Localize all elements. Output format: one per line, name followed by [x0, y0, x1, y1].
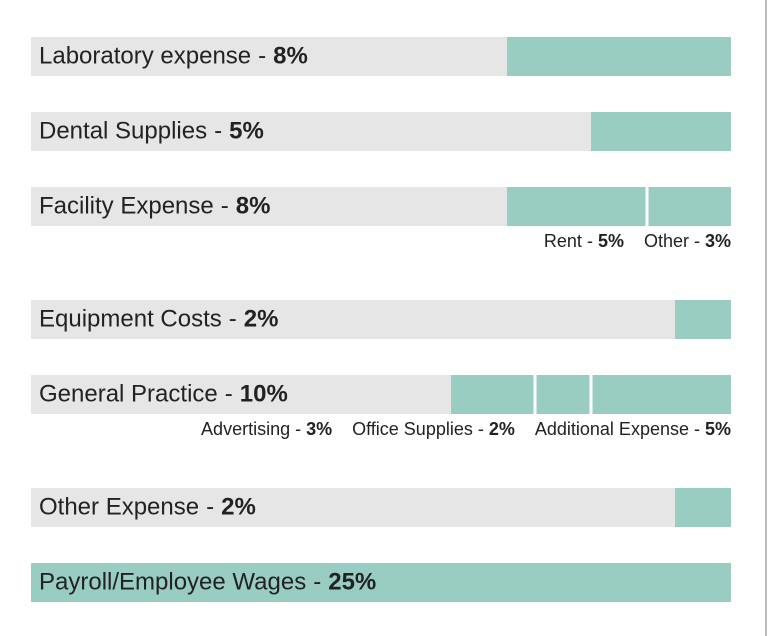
segment-value-label: 3%	[306, 419, 332, 439]
category-name: General Practice	[39, 381, 218, 408]
value-label: 8%	[236, 193, 271, 220]
segment-value-label: 5%	[705, 419, 731, 439]
value-label: 2%	[221, 494, 256, 521]
bar	[507, 37, 731, 76]
category-name: Laboratory expense	[39, 43, 251, 70]
bar	[31, 563, 731, 602]
bar-segment	[451, 375, 535, 414]
category-name: Dental Supplies	[39, 118, 207, 145]
bar-label: Facility Expense -8%	[39, 193, 270, 220]
bar-label: Other Expense -2%	[39, 494, 256, 521]
bar-label: Laboratory expense -8%	[39, 43, 308, 70]
value-label: 8%	[273, 43, 308, 70]
bar	[675, 488, 731, 527]
bar-segment	[507, 187, 647, 226]
segment-name: Advertising	[201, 419, 290, 439]
bar-label: Dental Supplies -5%	[39, 118, 264, 145]
value-label: 25%	[328, 569, 376, 596]
value-label: 10%	[240, 381, 288, 408]
bar-track	[31, 300, 731, 339]
segment-name: Additional Expense	[535, 419, 689, 439]
segment-value-label: 2%	[489, 419, 515, 439]
separator: -	[229, 306, 237, 333]
segment-value-label: 5%	[598, 231, 624, 251]
bar-segment	[591, 375, 731, 414]
bar	[675, 300, 731, 339]
category-name: Payroll/Employee Wages	[39, 569, 306, 596]
segment-name: Office Supplies	[352, 419, 473, 439]
bar-label: General Practice -10%	[39, 381, 288, 408]
separator: -	[587, 231, 593, 251]
segment-name: Rent	[544, 231, 582, 251]
separator: -	[694, 419, 700, 439]
separator: -	[478, 419, 484, 439]
segment-labels: Rent -5% Other -3%	[544, 231, 731, 251]
separator: -	[221, 193, 229, 220]
segment-value-label: 3%	[705, 231, 731, 251]
separator: -	[206, 494, 214, 521]
bar	[591, 112, 731, 151]
separator: -	[214, 118, 222, 145]
segment-name: Other	[644, 231, 689, 251]
separator: -	[258, 43, 266, 70]
separator: -	[694, 231, 700, 251]
separator: -	[295, 419, 301, 439]
bar-segment	[535, 375, 591, 414]
category-name: Other Expense	[39, 494, 199, 521]
bar-label: Payroll/Employee Wages -25%	[39, 569, 376, 596]
bar-label: Equipment Costs -2%	[39, 306, 278, 333]
value-label: 2%	[244, 306, 279, 333]
category-name: Equipment Costs	[39, 306, 222, 333]
separator: -	[313, 569, 321, 596]
value-label: 5%	[229, 118, 264, 145]
category-name: Facility Expense	[39, 193, 214, 220]
bar-segment	[647, 187, 731, 226]
separator: -	[225, 381, 233, 408]
segment-labels: Advertising -3% Office Supplies -2% Addition…	[201, 419, 731, 439]
bar-track	[31, 488, 731, 527]
